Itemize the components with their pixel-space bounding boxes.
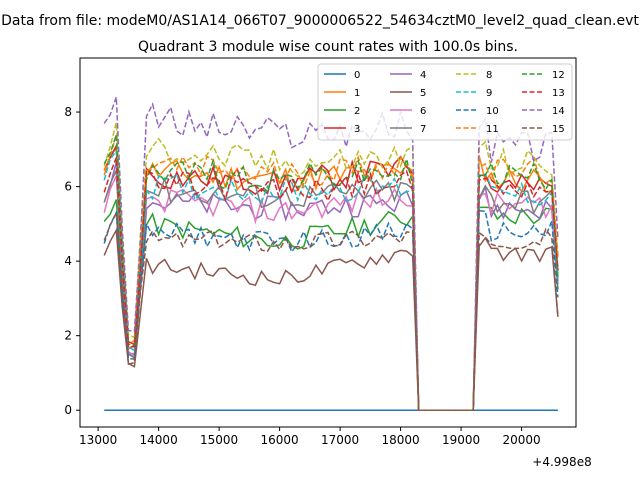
- y-tick-label: 8: [64, 105, 72, 119]
- y-tick-label: 0: [64, 403, 72, 417]
- series-11-line: [103, 134, 559, 411]
- x-offset-label: +4.998e8: [532, 455, 591, 469]
- legend-item-5[interactable]: 5: [390, 88, 426, 99]
- legend-item-13[interactable]: 13: [522, 88, 565, 99]
- legend-item-3[interactable]: 3: [324, 124, 360, 135]
- legend-label: 2: [354, 106, 360, 117]
- series-1-line: [103, 146, 559, 411]
- series-6-line: [103, 175, 559, 411]
- legend-item-7[interactable]: 7: [390, 124, 426, 135]
- legend-label: 10: [486, 106, 499, 117]
- legend-label: 15: [552, 124, 565, 135]
- x-tick-label: 14000: [140, 433, 178, 447]
- legend-label: 12: [552, 70, 565, 81]
- legend-label: 7: [420, 124, 426, 135]
- legend-label: 1: [354, 88, 360, 99]
- legend-item-4[interactable]: 4: [390, 70, 426, 81]
- x-axis: 13000 14000 15000 16000 17000 18000 19000 20000: [79, 427, 541, 447]
- x-tick-label: 19000: [442, 433, 480, 447]
- x-tick-label: 16000: [261, 433, 299, 447]
- series-9-line: [103, 149, 559, 411]
- legend-item-14[interactable]: 14: [522, 106, 565, 117]
- legend-item-11[interactable]: 11: [456, 124, 499, 135]
- y-axis: 0 2 4 6 8: [64, 105, 80, 417]
- legend-item-10[interactable]: 10: [456, 106, 499, 117]
- legend-item-2[interactable]: 2: [324, 106, 360, 117]
- legend-item-6[interactable]: 6: [390, 106, 426, 117]
- series-15-line: [103, 210, 559, 411]
- legend-item-9[interactable]: 9: [456, 88, 492, 99]
- x-tick-label: 15000: [200, 433, 238, 447]
- figure-suptitle: Data from file: modeM0/AS1A14_066T07_900…: [1, 13, 639, 29]
- legend-label: 6: [420, 106, 426, 117]
- x-tick-label: 17000: [321, 433, 359, 447]
- y-tick-label: 2: [64, 329, 72, 343]
- legend-label: 5: [420, 88, 426, 99]
- legend-label: 9: [486, 88, 492, 99]
- legend-label: 3: [354, 124, 360, 135]
- legend-item-1[interactable]: 1: [324, 88, 360, 99]
- legend-label: 4: [420, 70, 426, 81]
- series-8-line: [103, 122, 559, 411]
- x-tick-label: 13000: [79, 433, 117, 447]
- legend-label: 0: [354, 70, 360, 81]
- legend-label: 14: [552, 106, 565, 117]
- series-14-line: [103, 96, 559, 411]
- legend-label: 8: [486, 70, 492, 81]
- chart-title: Quadrant 3 module wise count rates with …: [138, 39, 518, 55]
- series-10-line: [103, 209, 559, 411]
- y-tick-label: 4: [64, 254, 72, 268]
- series-5-line: [103, 227, 559, 411]
- legend-item-8[interactable]: 8: [456, 70, 492, 81]
- legend-box: [317, 63, 573, 141]
- x-tick-label: 20000: [502, 433, 540, 447]
- legend-label: 13: [552, 88, 565, 99]
- axes-frame: [79, 57, 577, 428]
- series-layer: [103, 96, 559, 411]
- series-7-line: [103, 169, 559, 411]
- x-tick-label: 18000: [381, 433, 419, 447]
- legend-item-15[interactable]: 15: [522, 124, 565, 135]
- legend-item-0[interactable]: 0: [324, 70, 360, 81]
- legend-label: 11: [486, 124, 499, 135]
- legend-item-12[interactable]: 12: [522, 70, 565, 81]
- series-2-line: [103, 199, 559, 411]
- y-tick-label: 6: [64, 180, 72, 194]
